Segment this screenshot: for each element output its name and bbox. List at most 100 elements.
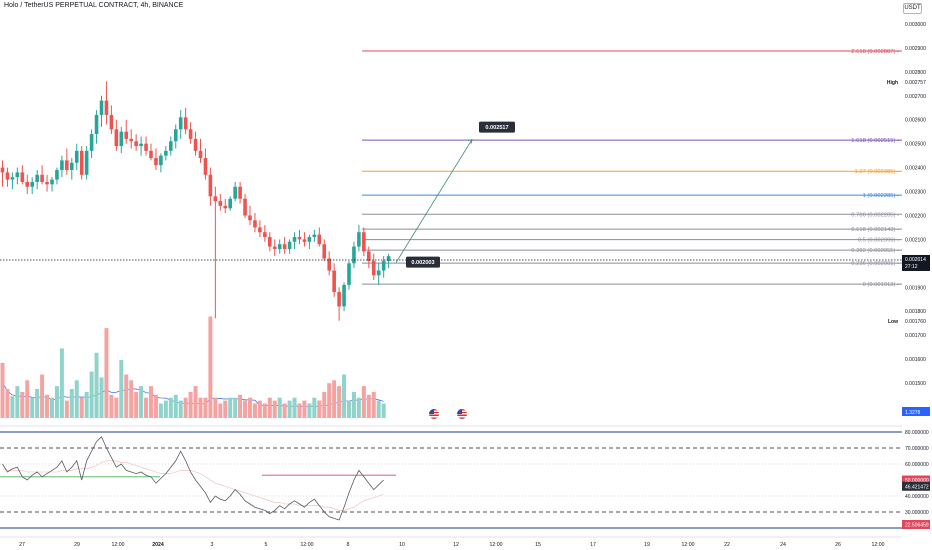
candle-body bbox=[65, 160, 69, 170]
volume-bar bbox=[54, 386, 59, 418]
candle-body bbox=[307, 237, 312, 242]
entry-price-label: 0.002003 bbox=[411, 260, 434, 266]
candle-body bbox=[233, 186, 237, 199]
volume-bar bbox=[317, 400, 322, 418]
rsi-badge-red-value: 50.000000 bbox=[905, 478, 929, 484]
candle-body bbox=[5, 172, 10, 180]
volume-bar bbox=[277, 397, 282, 418]
time-axis-tick: 15 bbox=[535, 542, 541, 548]
volume-bar bbox=[223, 400, 228, 418]
volume-bar bbox=[366, 394, 371, 418]
volume-bar bbox=[144, 397, 149, 418]
us-flag-icon[interactable] bbox=[457, 409, 467, 419]
candle-body bbox=[188, 129, 193, 139]
candle-body bbox=[169, 141, 173, 151]
candle-body bbox=[154, 158, 158, 166]
candle-body bbox=[45, 181, 49, 185]
time-axis-tick: 8 bbox=[347, 542, 350, 548]
candle-body bbox=[104, 100, 109, 115]
volume-bar bbox=[119, 360, 124, 418]
volume-bar bbox=[213, 397, 218, 418]
rsi-axis-tick: 80.000000 bbox=[905, 430, 929, 436]
last-price-badge bbox=[902, 254, 930, 271]
currency-button[interactable]: USDT bbox=[903, 3, 922, 14]
volume-bar bbox=[332, 380, 337, 418]
fib-level-label: 2.618 (0.002887) - bbox=[851, 49, 899, 55]
price-axis-tick: 0.002800 bbox=[905, 70, 926, 76]
projection-arrow-head bbox=[467, 139, 473, 144]
volume-bar bbox=[129, 380, 134, 418]
last-price-value: 0.002014 bbox=[905, 257, 926, 263]
time-axis-tick: 17 bbox=[590, 542, 596, 548]
candle-body bbox=[317, 234, 322, 245]
volume-bar bbox=[371, 391, 376, 418]
candle-body bbox=[268, 237, 272, 247]
rsi-badge-dark bbox=[902, 481, 930, 491]
volume-bar bbox=[20, 391, 25, 418]
fib-level-label: 0.618 (0.002143) - bbox=[851, 227, 899, 233]
volume-bar bbox=[257, 400, 262, 418]
volume-bar bbox=[168, 397, 173, 418]
candle-body bbox=[20, 172, 25, 182]
volume-bar bbox=[248, 397, 252, 418]
price-axis-tick: 0.002700 bbox=[905, 94, 926, 100]
volume-bar bbox=[35, 389, 40, 418]
rsi-ma-line bbox=[2, 460, 384, 511]
symbol-title: Holo / TetherUS PERPETUAL CONTRACT, 4h, … bbox=[4, 2, 184, 9]
candle-body bbox=[144, 143, 148, 151]
candle-body bbox=[223, 205, 228, 209]
price-axis-tick: 0.002600 bbox=[905, 118, 926, 124]
candle-body bbox=[129, 138, 133, 142]
candle-body bbox=[292, 237, 297, 242]
candle-body bbox=[302, 239, 307, 242]
candle-body bbox=[164, 150, 168, 156]
candle-body bbox=[149, 150, 153, 159]
candle-body bbox=[55, 169, 59, 180]
volume-bar bbox=[356, 397, 361, 418]
volume-bar bbox=[243, 400, 248, 418]
rsi-badge-low-value: 22.506459 bbox=[905, 523, 929, 529]
candle-body bbox=[50, 179, 54, 185]
us-flag-icon[interactable] bbox=[429, 409, 439, 419]
time-axis-tick: 22 bbox=[724, 542, 730, 548]
volume-bar bbox=[347, 400, 351, 418]
volume-bar bbox=[149, 386, 153, 418]
high-value: 0.002757 bbox=[905, 80, 926, 86]
volume-bar bbox=[327, 383, 332, 418]
candle-body bbox=[109, 114, 114, 130]
volume-bar bbox=[64, 400, 69, 418]
volume-bar bbox=[69, 389, 74, 418]
candle-body bbox=[218, 201, 223, 206]
high-label: High bbox=[887, 80, 898, 86]
volume-bar bbox=[104, 328, 109, 418]
candle-body bbox=[371, 260, 376, 276]
fib-level-label: 0.382 (0.002055) - bbox=[851, 248, 899, 254]
volume-bar bbox=[361, 386, 366, 418]
candle-body bbox=[258, 227, 262, 233]
volume-bar bbox=[124, 374, 129, 418]
candle-body bbox=[89, 134, 94, 151]
volume-bar bbox=[89, 371, 94, 418]
candle-body bbox=[297, 237, 302, 240]
volume-bar bbox=[282, 403, 287, 418]
volume-bar bbox=[5, 389, 10, 418]
candle-body bbox=[263, 232, 267, 238]
candle-body bbox=[327, 258, 331, 271]
low-value: 0.001760 bbox=[905, 319, 926, 325]
price-axis-tick: 0.001900 bbox=[905, 285, 926, 291]
price-axis-tick: 0.002400 bbox=[905, 166, 926, 172]
volume-bar bbox=[218, 403, 223, 418]
rsi-axis-tick: 60.000000 bbox=[905, 462, 929, 468]
candle-body bbox=[272, 246, 277, 249]
candle-body bbox=[203, 158, 208, 175]
rsi-badge-low bbox=[902, 520, 930, 529]
fib-level-label: 0.5 (0.002099) - bbox=[858, 238, 899, 244]
price-axis-tick: 0.002300 bbox=[905, 190, 926, 196]
volume-bar bbox=[173, 394, 178, 418]
volume-bar bbox=[109, 394, 114, 418]
volume-bar bbox=[203, 397, 208, 418]
price-axis-tick: 0.002500 bbox=[905, 142, 926, 148]
price-axis-tick: 0.003000 bbox=[905, 22, 926, 28]
candle-body bbox=[70, 162, 74, 170]
